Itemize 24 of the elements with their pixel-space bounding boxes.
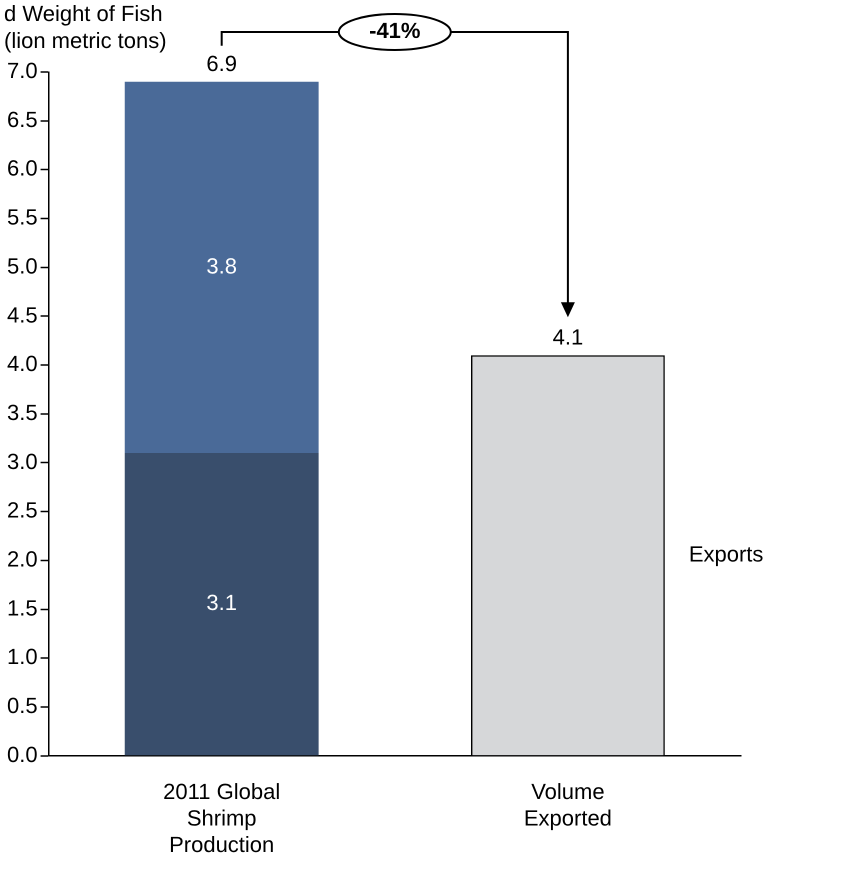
y-tick-label: 5.0 xyxy=(6,253,38,278)
y-tick-label: 3.5 xyxy=(6,400,38,425)
x-tick-label: 2011 Global Shrimp Production xyxy=(163,779,280,857)
y-tick-label: 7.0 xyxy=(6,58,38,84)
y-tick-label: 6.5 xyxy=(6,106,38,132)
y-tick-label: 6.0 xyxy=(6,156,38,181)
y-tick-label: 2.5 xyxy=(6,498,38,523)
y-tick-label: 1.0 xyxy=(6,644,38,670)
series-label: Exports xyxy=(688,542,764,567)
data-label: 4.1 xyxy=(552,324,584,350)
y-tick-label: 2.0 xyxy=(6,546,38,572)
y-tick-label: 0.5 xyxy=(6,693,38,718)
data-label: 3.1 xyxy=(206,590,237,616)
y-axis-title: d Weight of Fish (lion metric tons) xyxy=(4,1,167,54)
y-tick-label: 1.5 xyxy=(6,595,38,620)
data-label: 3.8 xyxy=(206,253,237,278)
y-tick-label: 3.0 xyxy=(6,448,38,474)
y-tick-label: 5.5 xyxy=(6,204,38,230)
text: -41% xyxy=(369,18,420,44)
y-tick-label: 4.0 xyxy=(6,351,38,376)
x-tick-label: Volume Exported xyxy=(524,779,612,830)
y-tick-label: 0.0 xyxy=(6,742,38,767)
y-tick-label: 4.5 xyxy=(6,302,38,328)
total-label: 6.9 xyxy=(206,50,237,76)
